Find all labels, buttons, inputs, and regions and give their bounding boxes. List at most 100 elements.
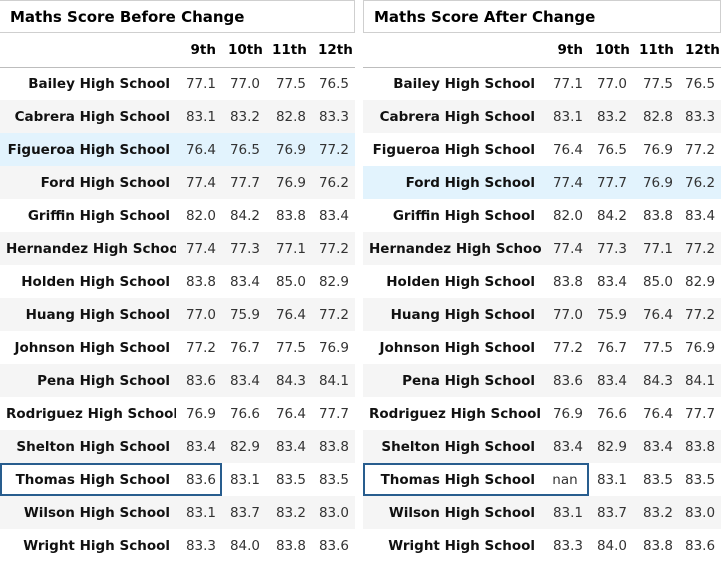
score-cell[interactable]: 76.9 [642, 174, 673, 191]
score-cell[interactable]: 76.2 [685, 174, 716, 191]
table-row[interactable]: Huang High School 77.0 75.9 76.4 77.2 [363, 298, 721, 331]
column-header-12th[interactable]: 12th [679, 33, 721, 68]
score-cell[interactable]: 77.4 [185, 240, 216, 257]
score-cell[interactable]: 83.5 [275, 471, 306, 488]
table-row[interactable]: Huang High School 77.0 75.9 76.4 77.2 [0, 298, 355, 331]
score-cell[interactable]: 83.8 [275, 537, 306, 554]
table-row[interactable]: Cabrera High School 83.1 83.2 82.8 83.3 [0, 100, 355, 133]
score-cell[interactable]: 83.8 [318, 438, 349, 455]
column-header-9th[interactable]: 9th [541, 33, 589, 68]
row-label-school[interactable]: Thomas High School [0, 463, 176, 496]
table-row[interactable]: Pena High School 83.6 83.4 84.3 84.1 [0, 364, 355, 397]
score-cell[interactable]: 76.2 [318, 174, 349, 191]
score-cell[interactable]: 83.6 [185, 372, 216, 389]
score-cell[interactable]: 77.0 [185, 306, 216, 323]
score-cell[interactable]: 76.4 [552, 141, 583, 158]
score-cell[interactable]: 82.0 [185, 207, 216, 224]
score-cell[interactable]: 83.8 [275, 207, 306, 224]
score-cell[interactable]: 76.9 [552, 405, 583, 422]
score-cell[interactable]: 76.4 [275, 405, 306, 422]
score-cell[interactable]: 77.2 [185, 339, 216, 356]
table-row[interactable]: Griffin High School 82.0 84.2 83.8 83.4 [0, 199, 355, 232]
score-cell[interactable]: 77.2 [318, 306, 349, 323]
score-cell[interactable]: 77.2 [318, 141, 349, 158]
table-row[interactable]: Thomas High School nan 83.1 83.5 83.5 [363, 463, 721, 496]
table-row[interactable]: Rodriguez High School 76.9 76.6 76.4 77.7 [0, 397, 355, 430]
score-cell[interactable]: 76.5 [229, 141, 260, 158]
score-cell[interactable]: 83.0 [685, 504, 716, 521]
score-cell[interactable]: 77.7 [596, 174, 627, 191]
score-cell[interactable]: 77.2 [552, 339, 583, 356]
score-cell[interactable]: 84.3 [642, 372, 673, 389]
score-cell[interactable]: 76.9 [642, 141, 673, 158]
table-row[interactable]: Holden High School 83.8 83.4 85.0 82.9 [0, 265, 355, 298]
score-cell[interactable]: 77.3 [596, 240, 627, 257]
score-cell[interactable]: 82.9 [229, 438, 260, 455]
table-row[interactable]: Thomas High School 83.6 83.1 83.5 83.5 [0, 463, 355, 496]
score-cell[interactable]: 77.4 [552, 240, 583, 257]
score-cell[interactable]: 83.3 [552, 537, 583, 554]
row-label-school[interactable]: Bailey High School [393, 75, 535, 92]
score-cell[interactable]: 75.9 [596, 306, 627, 323]
score-cell[interactable]: 83.4 [596, 273, 627, 290]
table-row[interactable]: Griffin High School 82.0 84.2 83.8 83.4 [363, 199, 721, 232]
column-header-11th[interactable]: 11th [266, 33, 312, 68]
score-cell[interactable]: 83.8 [185, 273, 216, 290]
score-cell[interactable]: 83.3 [685, 108, 716, 125]
row-label-school[interactable]: Johnson High School [379, 339, 535, 356]
table-row[interactable]: Ford High School 77.4 77.7 76.9 76.2 [0, 166, 355, 199]
score-cell[interactable]: 76.9 [275, 174, 306, 191]
score-cell[interactable]: 83.4 [185, 438, 216, 455]
score-cell[interactable]: 82.9 [596, 438, 627, 455]
table-row[interactable]: Cabrera High School 83.1 83.2 82.8 83.3 [363, 100, 721, 133]
score-cell[interactable]: 76.9 [185, 405, 216, 422]
score-cell[interactable]: 83.7 [596, 504, 627, 521]
row-label-school[interactable]: Thomas High School [363, 463, 541, 496]
score-cell[interactable]: 77.5 [275, 339, 306, 356]
score-cell[interactable]: 83.6 [685, 537, 716, 554]
column-header-10th[interactable]: 10th [222, 33, 266, 68]
row-label-school[interactable]: Shelton High School [381, 438, 535, 455]
table-row[interactable]: Wilson High School 83.1 83.7 83.2 83.0 [0, 496, 355, 529]
score-cell[interactable]: 83.8 [642, 207, 673, 224]
table-row[interactable]: Hernandez High School 77.4 77.3 77.1 77.2 [0, 232, 355, 265]
row-label-school[interactable]: Wilson High School [388, 504, 535, 521]
score-cell[interactable]: 77.5 [642, 75, 673, 92]
score-cell[interactable]: 84.1 [318, 372, 349, 389]
score-cell[interactable]: 83.8 [685, 438, 716, 455]
score-cell[interactable]: 82.8 [275, 108, 306, 125]
score-cell[interactable]: 83.4 [685, 207, 716, 224]
column-header-9th[interactable]: 9th [176, 33, 222, 68]
score-cell[interactable]: 76.4 [642, 306, 673, 323]
score-cell[interactable]: 77.7 [685, 405, 716, 422]
score-cell[interactable]: 83.5 [685, 471, 716, 488]
table-row[interactable]: Shelton High School 83.4 82.9 83.4 83.8 [0, 430, 355, 463]
score-cell[interactable]: 76.4 [275, 306, 306, 323]
score-cell[interactable]: 83.2 [642, 504, 673, 521]
row-label-school[interactable]: Griffin High School [392, 207, 535, 224]
table-row[interactable]: Bailey High School 77.1 77.0 77.5 76.5 [363, 67, 721, 100]
score-cell[interactable]: 84.0 [229, 537, 260, 554]
score-cell[interactable]: 77.3 [229, 240, 260, 257]
score-cell[interactable]: 76.5 [596, 141, 627, 158]
score-cell[interactable]: 77.1 [275, 240, 306, 257]
score-cell[interactable]: 85.0 [275, 273, 306, 290]
table-row[interactable]: Bailey High School 77.1 77.0 77.5 76.5 [0, 67, 355, 100]
score-cell[interactable]: 85.0 [642, 273, 673, 290]
score-cell[interactable]: 77.1 [185, 75, 216, 92]
score-cell[interactable]: 77.2 [685, 240, 716, 257]
row-label-school[interactable]: Pena High School [37, 372, 170, 389]
row-label-school[interactable]: Holden High School [386, 273, 535, 290]
row-label-school[interactable]: Ford High School [405, 174, 535, 191]
score-cell[interactable]: 83.1 [185, 108, 216, 125]
score-cell[interactable]: 77.4 [185, 174, 216, 191]
column-header-12th[interactable]: 12th [312, 33, 355, 68]
score-cell[interactable]: 83.8 [552, 273, 583, 290]
score-cell[interactable]: 77.7 [229, 174, 260, 191]
table-row[interactable]: Rodriguez High School 76.9 76.6 76.4 77.7 [363, 397, 721, 430]
score-cell[interactable]: 77.1 [642, 240, 673, 257]
score-cell[interactable]: 82.9 [318, 273, 349, 290]
score-cell[interactable]: 83.4 [229, 273, 260, 290]
score-cell[interactable]: 83.3 [185, 537, 216, 554]
score-cell[interactable]: 83.6 [318, 537, 349, 554]
